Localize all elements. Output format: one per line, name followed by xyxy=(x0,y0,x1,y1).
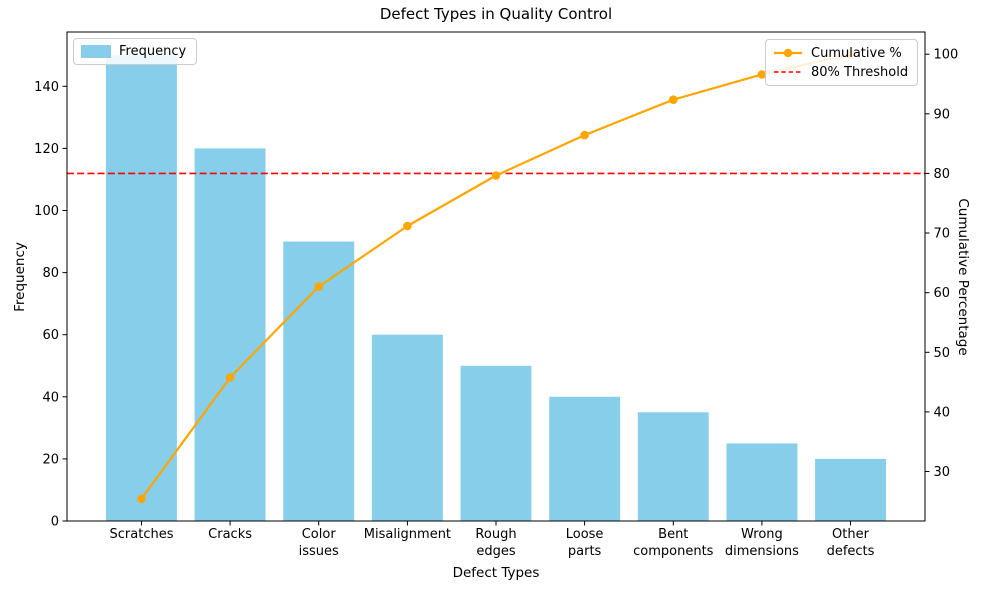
x-tick-label: Misalignment xyxy=(364,527,451,542)
legend-frequency-label: Frequency xyxy=(119,44,187,59)
chart-title: Defect Types in Quality Control xyxy=(379,5,613,23)
x-tick-label: issues xyxy=(299,544,339,559)
left-tick-label: 80 xyxy=(42,266,59,281)
left-tick-label: 60 xyxy=(42,328,59,343)
x-tick-label: parts xyxy=(568,544,602,559)
frequency-bar-5 xyxy=(549,396,621,521)
right-tick-label: 80 xyxy=(934,167,951,182)
frequency-bar-3 xyxy=(371,334,443,521)
x-tick-label: Scratches xyxy=(110,527,174,542)
right-tick-label: 90 xyxy=(934,107,951,122)
left-tick-label: 0 xyxy=(51,515,59,530)
x-tick-label: Loose xyxy=(566,527,604,542)
right-tick-label: 30 xyxy=(934,465,951,480)
frequency-bar-1 xyxy=(194,148,266,521)
right-tick-label: 100 xyxy=(934,48,959,63)
right-tick-label: 50 xyxy=(934,346,951,361)
frequency-bar-6 xyxy=(637,412,709,521)
x-tick-label: Cracks xyxy=(208,527,252,542)
left-tick-label: 100 xyxy=(34,204,59,219)
x-tick-label: defects xyxy=(827,544,875,559)
x-tick-label: components xyxy=(633,544,714,559)
legend-threshold-label: 80% Threshold xyxy=(811,64,909,80)
cumulative-point-5 xyxy=(580,130,589,140)
x-tick-label: Color xyxy=(302,527,337,542)
x-tick-label: Wrong xyxy=(741,527,783,542)
legend-item-cumulative: Cumulative % xyxy=(773,44,908,62)
right-axis-label: Cumulative Percentage xyxy=(955,198,971,356)
x-tick-label: Rough xyxy=(475,527,516,542)
cumulative-line-swatch-icon xyxy=(773,46,803,60)
legend-frequency: Frequency xyxy=(73,38,198,65)
left-tick-label: 40 xyxy=(42,390,59,405)
x-tick-label: Other xyxy=(832,527,870,542)
legend-cumulative-label: Cumulative % xyxy=(811,45,902,61)
cumulative-point-3 xyxy=(403,221,412,231)
x-tick-label: dimensions xyxy=(725,544,799,559)
left-tick-label: 140 xyxy=(34,80,59,95)
left-axis-label: Frequency xyxy=(12,242,28,312)
cumulative-point-6 xyxy=(669,95,678,104)
x-tick-label: Bent xyxy=(658,527,688,542)
right-tick-label: 70 xyxy=(934,227,951,242)
x-axis-label: Defect Types xyxy=(452,565,540,581)
right-tick-label: 40 xyxy=(934,405,951,420)
cumulative-point-2 xyxy=(314,282,324,291)
threshold-line-swatch-icon xyxy=(773,65,803,79)
frequency-bar-0 xyxy=(106,55,177,522)
x-tick-label: edges xyxy=(476,544,516,559)
cumulative-point-4 xyxy=(491,171,501,180)
frequency-bar-8 xyxy=(815,458,886,521)
cumulative-point-1 xyxy=(225,373,235,382)
frequency-bar-4 xyxy=(460,365,532,521)
legend-cumulative: Cumulative % 80% Threshold xyxy=(765,39,919,86)
right-tick-label: 60 xyxy=(934,286,951,301)
legend-item-threshold: 80% Threshold xyxy=(773,63,908,81)
frequency-bar-swatch-icon xyxy=(81,45,111,58)
cumulative-point-7 xyxy=(757,70,767,79)
left-tick-label: 20 xyxy=(42,452,59,467)
frequency-bar-7 xyxy=(726,443,798,521)
cumulative-point-0 xyxy=(137,494,146,504)
left-tick-label: 120 xyxy=(34,142,59,157)
